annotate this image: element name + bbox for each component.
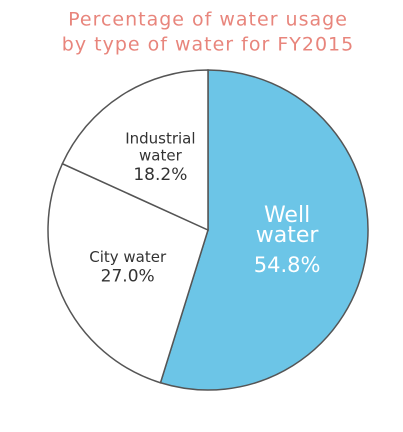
- value-label: 18.2%: [133, 165, 187, 185]
- value-label: 54.8%: [254, 253, 321, 277]
- slice-label: water: [139, 146, 183, 164]
- chart-title: Percentage of water usage: [68, 9, 348, 31]
- pie-slice: [61, 69, 209, 232]
- slice-label: City water: [89, 248, 167, 266]
- slice-label: Industrial: [125, 129, 195, 147]
- pie-slice: [47, 162, 209, 384]
- chart-title: by type of water for FY2015: [62, 34, 354, 56]
- pie-slice: [159, 69, 369, 391]
- slice-label: Well: [264, 203, 310, 228]
- value-label: 27.0%: [101, 266, 155, 286]
- slice-label: water: [256, 223, 320, 248]
